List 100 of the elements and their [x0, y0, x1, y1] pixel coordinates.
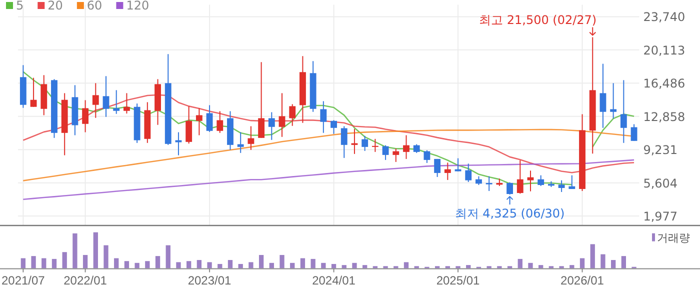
bar: [114, 258, 119, 268]
y-tick-label: 9,231: [643, 143, 678, 158]
bar: [228, 260, 233, 268]
bar: [269, 262, 274, 268]
candlestick: [124, 92, 130, 114]
bar: [62, 252, 67, 268]
candlestick: [382, 144, 389, 160]
candlestick: [372, 138, 378, 152]
bar: [72, 233, 78, 268]
x-tick-label: 2022/01: [64, 273, 108, 288]
candlestick: [424, 150, 430, 164]
bar: [290, 262, 295, 268]
candlestick: [620, 80, 627, 144]
bar: [600, 254, 606, 268]
bar: [93, 232, 98, 268]
candlestick: [30, 77, 37, 108]
candlestick: [600, 63, 606, 128]
candlestick: [558, 180, 565, 192]
bar: [538, 265, 544, 268]
y-tick-label: 23,740: [643, 10, 686, 24]
candlestick: [216, 110, 224, 134]
candlestick: [175, 132, 182, 156]
bar: [186, 261, 192, 268]
candlestick: [320, 100, 327, 134]
bar: [321, 262, 326, 268]
line-series: [22, 159, 635, 200]
candlestick: [186, 106, 192, 144]
bar: [155, 256, 160, 268]
bar: [342, 265, 346, 268]
candlestick: [444, 162, 451, 180]
legend-label: 20: [48, 0, 63, 12]
candlestick: [538, 174, 544, 186]
bar: [31, 256, 36, 268]
bar: [310, 258, 316, 268]
bar: [104, 245, 108, 268]
bar: [238, 264, 243, 268]
legend-label: 5: [16, 0, 24, 12]
candlestick: [289, 104, 296, 126]
candlestick: [102, 76, 110, 118]
y-tick-label: 5,604: [643, 176, 678, 190]
bar: [300, 258, 306, 268]
legend-label: 60: [86, 0, 102, 12]
legend-label: 120: [126, 0, 150, 12]
candlestick: [258, 62, 265, 138]
bar: [518, 258, 522, 268]
candlestick: [516, 160, 524, 194]
candlestick: [403, 134, 410, 160]
candlestick: [268, 112, 275, 140]
legend-label: 거래량: [657, 231, 690, 244]
bar: [145, 261, 150, 268]
bar: [124, 261, 130, 268]
bar: [207, 262, 212, 268]
bar: [404, 262, 409, 268]
candlestick: [362, 135, 368, 152]
bar: [218, 264, 222, 268]
candlestick: [465, 163, 472, 182]
bar: [580, 258, 585, 268]
candlestick: [330, 120, 337, 134]
bar: [466, 265, 471, 268]
candlestick: [630, 124, 638, 142]
bar: [248, 262, 254, 268]
bar: [258, 254, 264, 268]
bar: [82, 254, 88, 268]
y-tick-label: 1,977: [643, 210, 678, 224]
y-tick-label: 12,858: [643, 110, 686, 124]
candlestick: [196, 108, 202, 136]
bar: [166, 245, 170, 268]
bar: [280, 254, 284, 268]
bar: [362, 265, 368, 268]
candlestick: [486, 176, 492, 192]
x-tick-label: 2026/01: [560, 273, 604, 288]
candlestick: [392, 148, 400, 162]
x-tick-label: 2021/07: [1, 273, 46, 288]
bar: [570, 265, 574, 268]
candlestick: [92, 82, 99, 118]
bar: [134, 262, 140, 268]
bar: [621, 256, 626, 268]
y-tick-label: 20,113: [643, 43, 686, 58]
x-tick-label: 2024/01: [312, 273, 356, 288]
bar: [42, 258, 46, 268]
line-series: [22, 94, 635, 174]
candlestick: [454, 158, 462, 172]
candlestick: [527, 170, 534, 192]
x-tick-label: 2023/01: [188, 273, 232, 288]
annotation: 최고 21,500 (02/27): [479, 13, 597, 28]
bar: [176, 262, 181, 268]
candlestick: [248, 126, 254, 150]
candlestick: [206, 104, 213, 132]
bar: [20, 258, 26, 268]
candlestick: [82, 100, 89, 133]
annotation: 최저 4,325 (06/30): [454, 206, 565, 221]
y-tick-label: 16,486: [643, 76, 686, 91]
candlestick: [340, 126, 348, 158]
candlestick: [434, 158, 441, 178]
bar: [52, 258, 57, 268]
bar: [196, 260, 202, 268]
candlestick: [237, 132, 244, 154]
candlestick: [568, 174, 576, 190]
candlestick: [351, 128, 358, 154]
bar: [331, 264, 336, 268]
